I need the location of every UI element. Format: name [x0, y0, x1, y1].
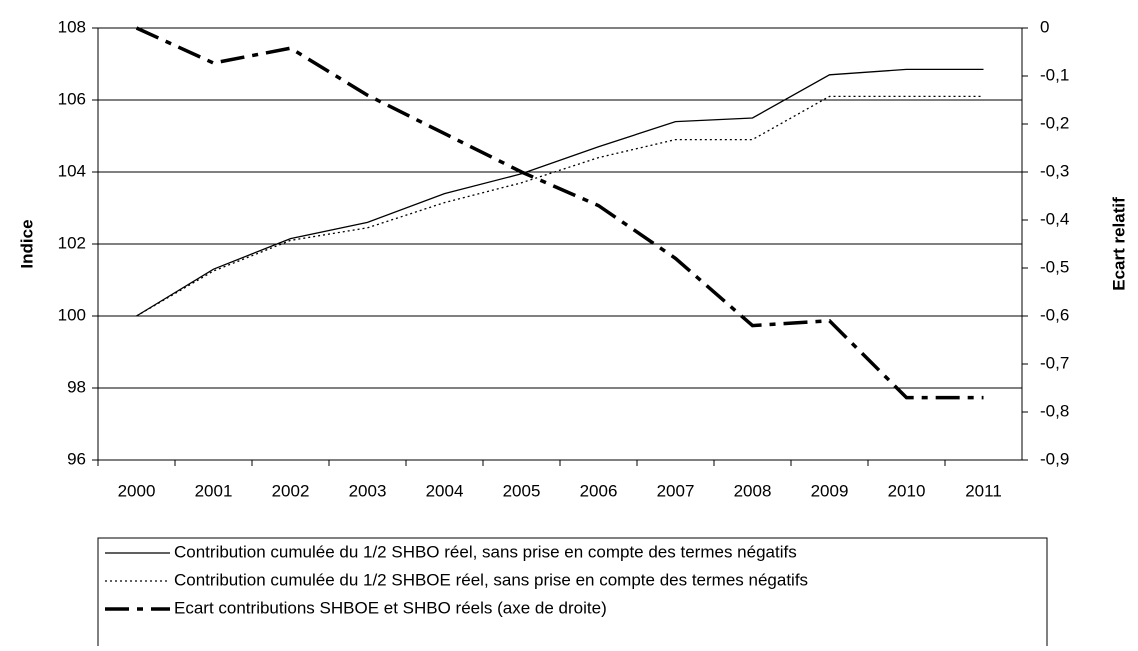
y-tick-label: 106	[58, 89, 86, 108]
x-tick-label: 2001	[195, 481, 233, 500]
y2-axis-title: Ecart relatif	[1109, 197, 1128, 291]
y2-tick-label: -0,9	[1040, 449, 1069, 468]
x-tick-label: 2007	[657, 481, 695, 500]
series-line	[136, 68, 984, 317]
x-tick-label: 2002	[272, 481, 310, 500]
y2-tick-label: -0,6	[1040, 305, 1069, 324]
y2-tick-label: -0,7	[1040, 353, 1069, 372]
y2-tick-label: -0,4	[1040, 209, 1069, 228]
x-tick-label: 2003	[349, 481, 387, 500]
legend-label: Ecart contributions SHBOE et SHBO réels …	[174, 598, 607, 617]
y-tick-label: 102	[58, 233, 86, 252]
x-tick-label: 2005	[503, 481, 541, 500]
x-tick-label: 2011	[965, 481, 1002, 500]
y2-tick-label: -0,5	[1040, 257, 1069, 276]
y-tick-label: 104	[58, 161, 86, 180]
y-tick-label: 108	[58, 17, 86, 36]
x-tick-label: 2006	[580, 481, 618, 500]
series-line	[135, 26, 984, 400]
x-tick-label: 2000	[118, 481, 156, 500]
x-tick-label: 2009	[811, 481, 849, 500]
x-tick-label: 2004	[426, 481, 464, 500]
series-line	[136, 95, 984, 317]
y-tick-label: 100	[58, 305, 86, 324]
legend-box	[97, 537, 1048, 646]
y2-tick-label: -0,8	[1040, 401, 1069, 420]
y-tick-label: 96	[67, 449, 86, 468]
y2-tick-label: -0,1	[1040, 65, 1069, 84]
legend-label: Contribution cumulée du 1/2 SHBOE réel, …	[174, 570, 808, 589]
y2-tick-label: -0,3	[1040, 161, 1069, 180]
y2-tick-label: 0	[1040, 17, 1049, 36]
legend-label: Contribution cumulée du 1/2 SHBO réel, s…	[174, 542, 797, 561]
x-tick-label: 2010	[888, 481, 926, 500]
x-tick-label: 2008	[734, 481, 772, 500]
y2-tick-label: -0,2	[1040, 113, 1069, 132]
y-tick-label: 98	[67, 377, 86, 396]
y-axis-title: Indice	[17, 219, 36, 268]
